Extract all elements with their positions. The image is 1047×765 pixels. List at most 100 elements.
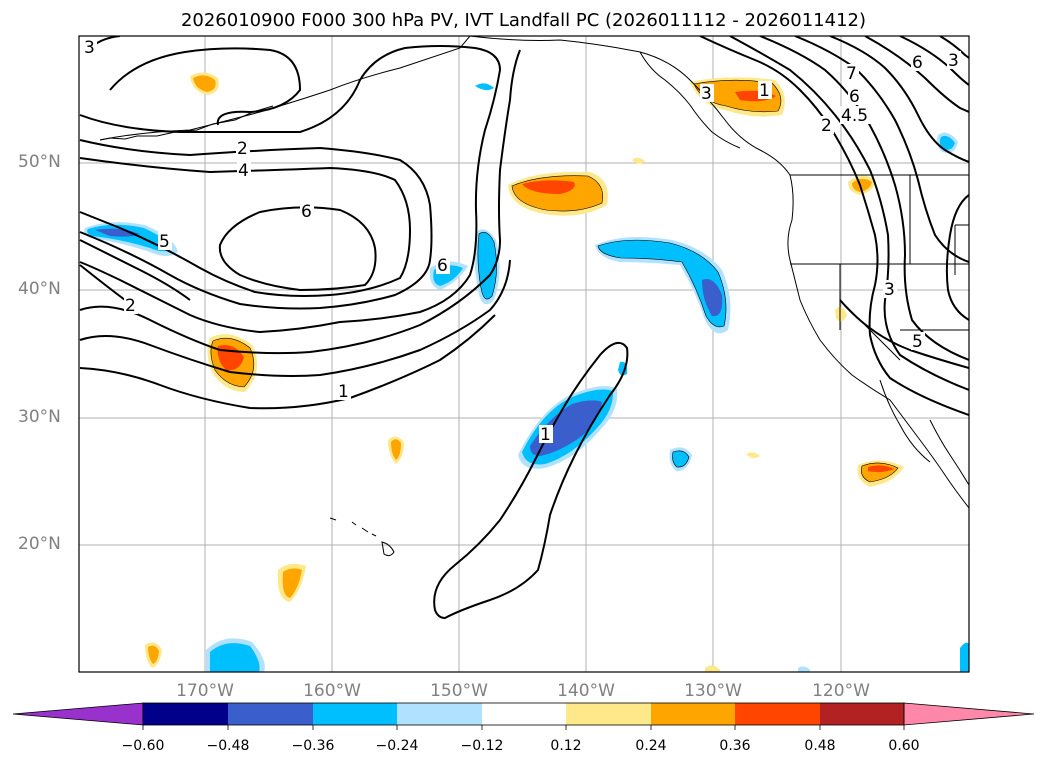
- lat-label-20n: 20°N: [18, 534, 61, 554]
- colorbar-segment: [651, 703, 735, 725]
- contour-label-bg: [911, 332, 925, 350]
- colorbar-tick-label: 0.60: [888, 738, 920, 754]
- contour-line: [109, 47, 302, 126]
- lat-label-30n: 30°N: [18, 407, 61, 427]
- shade-outlines: [210, 79, 899, 483]
- shade-negative: [960, 642, 969, 672]
- shade-negative: [598, 240, 726, 327]
- shade-negative: [672, 450, 689, 468]
- contour-label: 6: [301, 202, 312, 222]
- shade-outline: [477, 231, 497, 300]
- shade-outline: [511, 175, 603, 212]
- shade-negative: [475, 83, 494, 91]
- colorbar: [12, 702, 1035, 730]
- contour-label: 5: [159, 232, 170, 252]
- contour-label-bg: [845, 64, 859, 82]
- contour-line: [79, 157, 412, 297]
- contour-label-bg: [820, 116, 834, 134]
- colorbar-tick-label: 0.24: [635, 738, 667, 754]
- colorbar-tick-label: 0.36: [719, 738, 751, 754]
- shade-positive: [148, 645, 159, 664]
- contour-line: [79, 239, 191, 301]
- contour-label: 3: [701, 84, 712, 104]
- contour-line: [729, 36, 969, 391]
- contour-label-bg: [436, 256, 450, 274]
- contour-label: 3: [84, 38, 95, 58]
- contour-label-bg: [848, 87, 862, 105]
- colorbar-segment: [397, 703, 482, 725]
- coastline-west-coast: [787, 219, 969, 509]
- colorbar-segment: [820, 703, 904, 725]
- colorbar-segment: [228, 703, 313, 725]
- contour-label: 7: [846, 64, 857, 84]
- map-border: [78, 35, 970, 673]
- gridlines: [79, 36, 969, 672]
- shade-outline: [693, 79, 782, 113]
- shade-negative: [210, 643, 260, 672]
- coastline-gulf-of-california: [929, 419, 969, 486]
- shade-positive: [391, 439, 401, 460]
- lon-label-120w: 120°W: [812, 681, 870, 701]
- contour-label-bg: [300, 202, 314, 220]
- lat-label-50n: 50°N: [18, 152, 61, 172]
- shade-positive: [852, 178, 872, 192]
- contour-label: 3: [948, 51, 959, 71]
- contour-label: 3: [884, 280, 895, 300]
- contour-label: 1: [338, 382, 349, 402]
- contour-label-bg: [883, 280, 897, 298]
- colorbar-tick-label: −0.36: [291, 738, 335, 754]
- colorbar-segment: [313, 703, 397, 725]
- shade-negative: [702, 279, 723, 317]
- contour-line: [759, 36, 969, 361]
- contour-label-bg: [124, 296, 138, 314]
- contour-label-bg: [758, 81, 772, 99]
- contour-label-bg: [539, 425, 553, 443]
- contour-label-bg: [337, 382, 351, 400]
- contour-line: [794, 36, 969, 263]
- coastline-hawaii: [329, 517, 395, 557]
- contour-line: [79, 259, 511, 377]
- shade-positive: [282, 568, 302, 598]
- contour-line: [699, 36, 969, 416]
- contour-label-bg: [236, 139, 250, 157]
- shade-outline: [672, 450, 690, 468]
- shade-positive: [522, 180, 575, 194]
- shade-outline: [861, 462, 899, 483]
- contour-line: [939, 36, 969, 59]
- contour-line: [433, 341, 629, 620]
- colorbar-segment: [735, 703, 820, 725]
- contour-line: [829, 36, 969, 163]
- contour-line: [79, 264, 126, 301]
- shade-outline: [210, 337, 255, 388]
- shade-positive: [632, 157, 645, 164]
- contour-label-bg: [911, 53, 925, 71]
- contour-label: 2: [125, 296, 136, 316]
- contour-label: 2: [821, 116, 832, 136]
- colorbar-segment: [482, 703, 566, 725]
- contour-label-bg: [700, 84, 714, 102]
- contour-label: 6: [849, 87, 860, 107]
- contour-label-bg: [83, 38, 97, 56]
- colorbar-extend-right: [903, 702, 1035, 726]
- contour-label: 4: [238, 161, 249, 181]
- lon-label-160w: 160°W: [303, 681, 361, 701]
- colorbar-outline: [142, 702, 905, 726]
- coastline-alaska-panhandle: [639, 51, 741, 149]
- contour-line: [864, 36, 969, 113]
- shade-negative: [95, 228, 140, 237]
- colorbar-extend-left: [12, 702, 144, 726]
- colorbar-tick-label: −0.12: [460, 738, 504, 754]
- shade-positive: [193, 75, 216, 92]
- contour-label-bg: [158, 232, 172, 250]
- contour-label: 6: [437, 256, 448, 276]
- lon-label-130w: 130°W: [684, 681, 742, 701]
- contour-label-bg: [840, 106, 870, 124]
- contour-label-bg: [237, 161, 251, 179]
- contour-labels: 3 2 4 6 5 2 6 1 1 1 7 6 4.5 2: [83, 38, 961, 445]
- colorbar-tick-label: −0.60: [121, 738, 165, 754]
- colorbar-tick-label: −0.24: [375, 738, 419, 754]
- contour-label: 1: [759, 81, 770, 101]
- shade-positive: [835, 306, 847, 322]
- figure-title: 2026010900 F000 300 hPa PV, IVT Landfall…: [180, 10, 867, 31]
- contour-line: [839, 299, 969, 369]
